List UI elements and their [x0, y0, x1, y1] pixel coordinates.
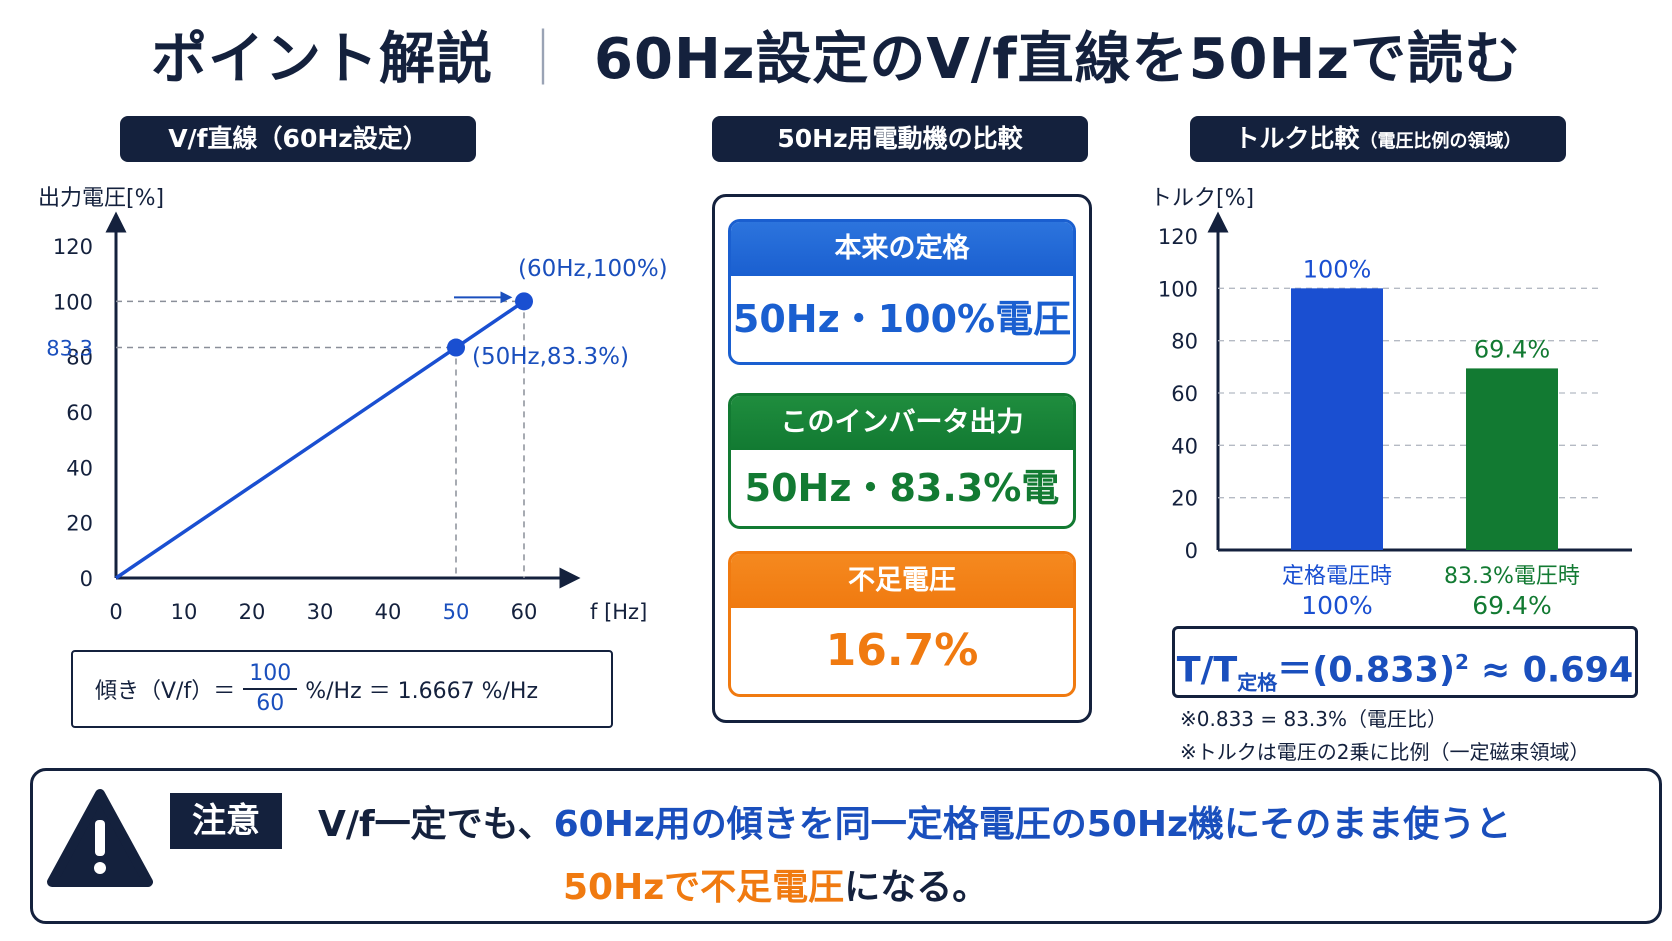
card-undervoltage: 不足電圧 16.7%: [728, 551, 1076, 697]
left-panel-heading: V/f直線（60Hz設定）: [120, 116, 476, 162]
torque-category-label: 定格電圧時: [1282, 564, 1392, 589]
note-voltage-ratio: ※0.833 = 83.3%（電圧比）: [1180, 707, 1448, 731]
vf-y-tick-label: 40: [66, 456, 93, 480]
torque-formula-sup: 2: [1454, 650, 1469, 674]
torque-category-value: 69.4%: [1472, 591, 1551, 620]
comparison-frame: [712, 194, 1092, 723]
right-heading-small: （電圧比例の領域）: [1359, 131, 1522, 152]
torque-y-tick-label: 60: [1171, 382, 1198, 406]
slope-prefix: 傾き（V/f）＝: [95, 679, 236, 704]
torque-y-tick-label: 40: [1171, 434, 1198, 458]
vf-x-tick-label: 10: [171, 600, 198, 624]
torque-formula-rest: ＝(0.833): [1277, 650, 1455, 691]
vf-ylabel: 出力電圧[%]: [38, 186, 164, 211]
torque-bar-data-label: 100%: [1303, 255, 1372, 283]
vf-x-tick-label: 50: [443, 600, 470, 624]
card-rated-header: 本来の定格: [731, 222, 1073, 276]
right-panel-heading: トルク比較（電圧比例の領域）: [1190, 116, 1566, 162]
middle-panel-heading: 50Hz用電動機の比較: [712, 116, 1088, 162]
slope-fraction: 100 60: [243, 660, 298, 718]
torque-formula-sub: 定格: [1237, 670, 1278, 695]
torque-formula-tail: ≈ 0.694: [1468, 650, 1634, 691]
torque-y-tick-label: 80: [1171, 330, 1198, 354]
slope-suffix: %/Hz ＝ 1.6667 %/Hz: [305, 679, 538, 704]
torque-y-tick-label: 0: [1185, 539, 1198, 563]
card-inverter-output: このインバータ出力 50Hz・83.3%電圧: [728, 393, 1076, 529]
warning-box: [30, 768, 1662, 924]
card-undervoltage-body: 16.7%: [731, 608, 1073, 694]
vf-xlabel: f [Hz]: [590, 600, 647, 624]
title-sub: 60Hz設定のV/f直線を50Hzで読む: [594, 27, 1521, 92]
card-inverter-header: このインバータ出力: [731, 396, 1073, 450]
torque-y-tick-label: 20: [1171, 487, 1198, 511]
page-title: ポイント解説 ｜ 60Hz設定のV/f直線を50Hzで読む: [0, 14, 1672, 95]
vf-data-point: [447, 338, 465, 357]
title-main: ポイント解説: [151, 27, 494, 92]
torque-bar-data-label: 69.4%: [1474, 335, 1550, 363]
torque-ylabel: トルク[%]: [1150, 186, 1254, 211]
warning-line-2: 50Hzで不足電圧になる。: [563, 858, 988, 910]
vf-y-tick-label: 120: [53, 235, 93, 259]
vf-x-tick-label: 0: [109, 600, 122, 624]
vf-x-tick-label: 20: [239, 600, 266, 624]
torque-formula-box: T/T定格＝(0.833)2 ≈ 0.694: [1172, 626, 1638, 698]
slope-formula-box: 傾き（V/f）＝ 100 60 %/Hz ＝ 1.6667 %/Hz: [71, 650, 613, 728]
torque-category-label: 83.3%電圧時: [1444, 564, 1580, 589]
vf-y-tick-label: 20: [66, 512, 93, 536]
warning-line-1-a: V/f一定でも、: [318, 804, 554, 845]
vf-annotation-60hz: (60Hz,100%): [518, 256, 668, 282]
vf-y-tick-label: 0: [80, 567, 93, 591]
right-heading-main: トルク比較: [1234, 124, 1360, 153]
vf-data-point: [515, 292, 533, 311]
vf-annotation-50hz: (50Hz,83.3%): [472, 344, 629, 370]
torque-bar: [1291, 288, 1383, 550]
vf-y-tick-label: 100: [53, 290, 93, 314]
vf-x-tick-label: 40: [375, 600, 402, 624]
warning-tag: 注意: [170, 793, 282, 849]
card-inverter-body: 50Hz・83.3%電圧: [731, 450, 1073, 526]
card-undervoltage-header: 不足電圧: [731, 554, 1073, 608]
torque-category-value: 100%: [1301, 591, 1372, 620]
vf-y-tick-label: 60: [66, 401, 93, 425]
warning-line-2-a: 50Hzで不足電圧: [563, 867, 845, 908]
warning-line-2-b: になる。: [844, 867, 989, 908]
card-rated: 本来の定格 50Hz・100%電圧: [728, 219, 1076, 365]
card-rated-body: 50Hz・100%電圧: [731, 276, 1073, 362]
slope-numerator: 100: [243, 660, 298, 690]
vf-y-tick-label: 83.3: [46, 337, 93, 361]
vf-y-tick-label: 80: [66, 346, 93, 370]
slope-denominator: 60: [256, 691, 285, 716]
warning-line-1: V/f一定でも、60Hz用の傾きを同一定格電圧の50Hz機にそのまま使うと: [318, 795, 1511, 847]
torque-bar: [1466, 368, 1558, 550]
vf-line-chart: 出力電圧[%] f [Hz] 0 10 20 30 40 50 60 0 20 40 60 8083.…: [38, 186, 668, 624]
torque-y-tick-label: 100: [1158, 277, 1198, 301]
vf-x-tick-label: 30: [307, 600, 334, 624]
vf-x-tick-label: 60: [511, 600, 538, 624]
torque-formula-t: T/T: [1176, 650, 1238, 691]
title-separator: ｜: [515, 27, 573, 92]
warning-line-1-b: 60Hz用の傾きを同一定格電圧の50Hz機にそのまま使うと: [553, 804, 1512, 845]
note-torque-square: ※トルクは電圧の2乗に比例（一定磁束領域）: [1180, 740, 1590, 764]
torque-y-tick-label: 120: [1158, 225, 1198, 249]
